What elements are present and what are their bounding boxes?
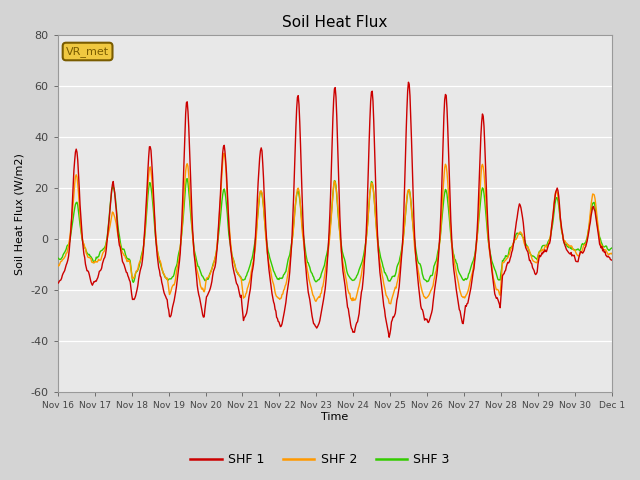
SHF 1 [403,107,411,112]
Text: VR_met: VR_met [66,46,109,57]
SHF 3 [608,245,616,251]
SHF 2 [121,252,129,258]
SHF 1 [177,235,185,241]
SHF 3 [54,255,61,261]
SHF 2 [54,262,61,268]
Title: Soil Heat Flux: Soil Heat Flux [282,15,387,30]
Line: SHF 2: SHF 2 [58,153,612,304]
SHF 3 [129,279,137,285]
SHF 3 [184,176,191,181]
SHF 3 [64,242,72,248]
SHF 1 [121,264,129,270]
SHF 2 [64,246,72,252]
X-axis label: Time: Time [321,412,348,422]
SHF 3 [420,276,428,282]
SHF 1 [207,285,214,291]
SHF 3 [208,266,216,272]
Line: SHF 3: SHF 3 [58,179,612,282]
Legend: SHF 1, SHF 2, SHF 3: SHF 1, SHF 2, SHF 3 [186,448,454,471]
SHF 2 [220,150,228,156]
SHF 2 [404,189,412,194]
SHF 1 [608,257,616,263]
Line: SHF 1: SHF 1 [58,82,612,337]
SHF 3 [178,230,186,236]
SHF 2 [420,294,428,300]
Y-axis label: Soil Heat Flux (W/m2): Soil Heat Flux (W/m2) [15,153,25,275]
SHF 2 [177,237,185,242]
SHF 3 [404,191,412,196]
SHF 2 [608,251,616,257]
SHF 1 [404,79,412,85]
SHF 1 [420,313,428,319]
SHF 1 [54,280,61,286]
SHF 3 [121,249,129,254]
SHF 1 [385,335,393,340]
SHF 1 [64,258,72,264]
SHF 2 [387,301,394,307]
SHF 2 [207,271,214,276]
